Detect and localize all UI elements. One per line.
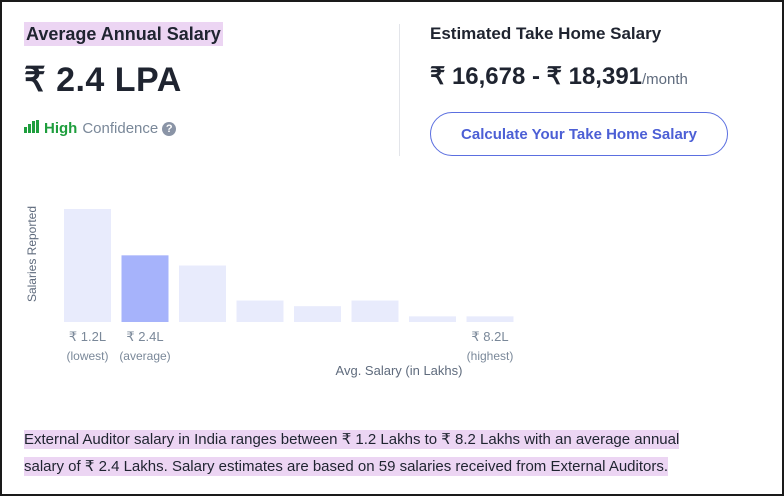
take-home-range-value: ₹ 16,678 - ₹ 18,391: [430, 63, 643, 90]
description-line-2: salary of ₹ 2.4 Lakhs. Salary estimates …: [24, 457, 669, 476]
chart-bar: [121, 255, 169, 322]
calculate-take-home-button[interactable]: Calculate Your Take Home Salary: [430, 112, 728, 156]
chart-bar: [236, 300, 284, 322]
take-home-unit: /month: [642, 71, 688, 88]
chart-tick-label: ₹ 8.2L: [471, 329, 508, 344]
description-line-1: External Auditor salary in India ranges …: [24, 430, 680, 449]
chart-tick-sublabel: (average): [119, 349, 170, 363]
take-home-range: ₹ 16,678 - ₹ 18,391/month: [430, 62, 770, 91]
chart-bar: [294, 306, 341, 322]
salary-distribution-chart: Salaries Reported ₹ 1.2L (lowest) ₹ 2.4L (a…: [25, 206, 514, 378]
chart-bar: [466, 316, 514, 322]
average-salary-value: ₹ 2.4 LPA: [24, 61, 182, 99]
average-salary-section: Average Annual Salary ₹ 2.4 LPA High Con…: [24, 22, 384, 137]
chart-tick-sublabel: (lowest): [66, 349, 108, 363]
signal-bars-icon: [24, 120, 40, 137]
section-divider: [399, 24, 400, 156]
chart-bar: [351, 300, 399, 322]
chart-tick-label: ₹ 2.4L: [126, 329, 163, 344]
salary-description: External Auditor salary in India ranges …: [24, 426, 744, 480]
chart-x-axis-label: Avg. Salary (in Lakhs): [336, 363, 463, 378]
confidence-label: Confidence: [82, 120, 159, 137]
chart-bar: [179, 265, 226, 322]
chart-bar: [64, 209, 111, 322]
confidence-indicator: High Confidence ?: [24, 120, 384, 137]
chart-tick-label: ₹ 1.2L: [69, 329, 106, 344]
chart-tick-sublabel: (highest): [467, 349, 514, 363]
confidence-level: High: [44, 120, 78, 137]
chart-y-axis-label: Salaries Reported: [25, 206, 39, 302]
question-icon[interactable]: ?: [162, 121, 177, 136]
average-salary-title: Average Annual Salary: [24, 22, 223, 46]
take-home-section: Estimated Take Home Salary ₹ 16,678 - ₹ …: [430, 24, 770, 156]
chart-bar: [409, 316, 456, 322]
take-home-title: Estimated Take Home Salary: [430, 24, 662, 43]
